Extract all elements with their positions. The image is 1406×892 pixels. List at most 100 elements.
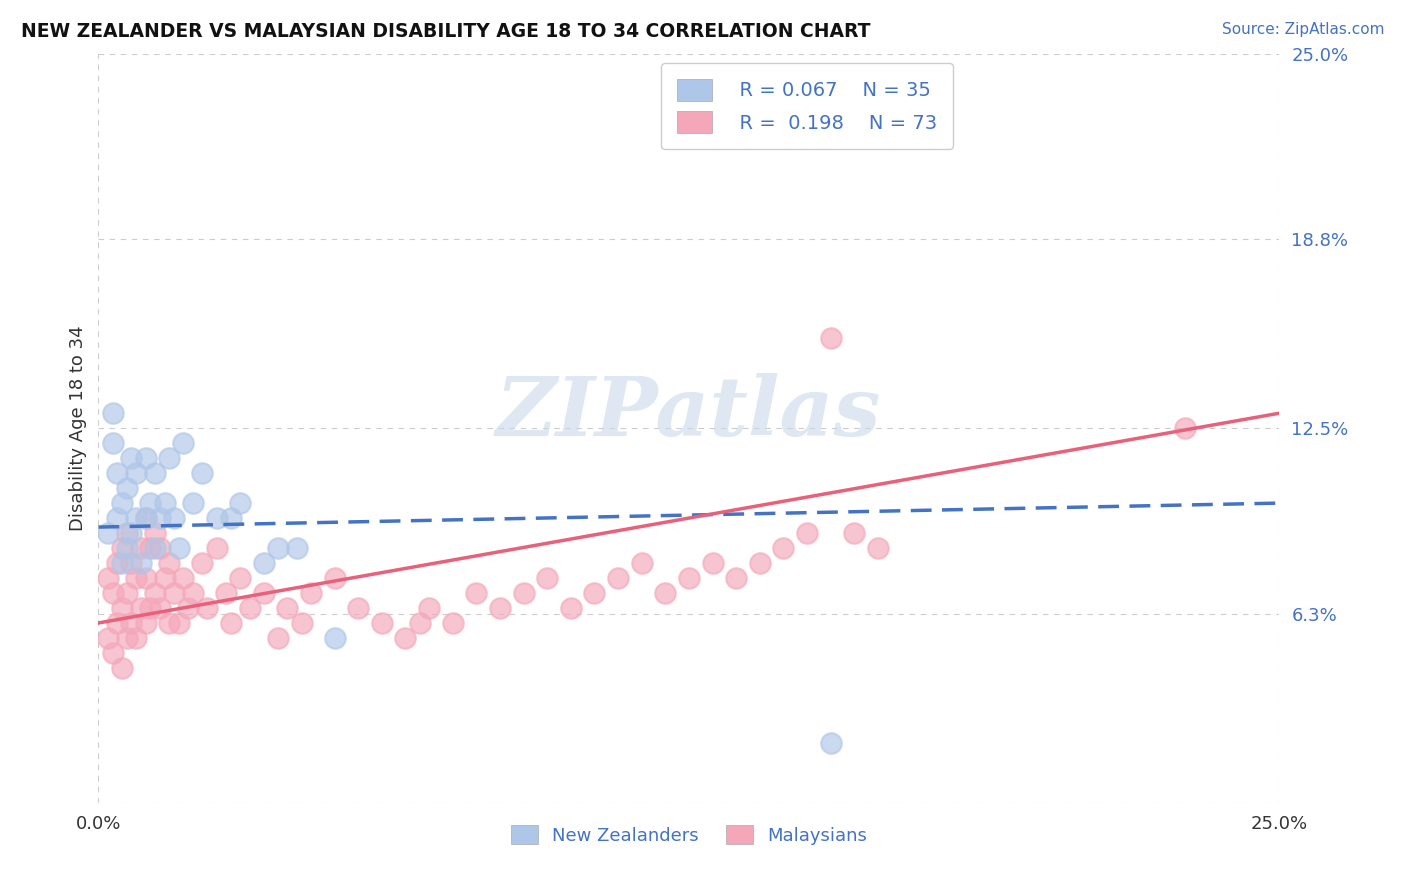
Point <box>143 586 166 600</box>
Point <box>172 436 194 450</box>
Point <box>115 541 138 555</box>
Point <box>441 615 464 630</box>
Point <box>115 481 138 495</box>
Text: NEW ZEALANDER VS MALAYSIAN DISABILITY AGE 18 TO 34 CORRELATION CHART: NEW ZEALANDER VS MALAYSIAN DISABILITY AG… <box>21 22 870 41</box>
Point <box>285 541 308 555</box>
Point <box>205 541 228 555</box>
Point <box>290 615 312 630</box>
Point <box>512 586 534 600</box>
Point <box>299 586 322 600</box>
Point <box>418 601 440 615</box>
Point <box>167 541 190 555</box>
Point <box>489 601 512 615</box>
Point <box>267 541 290 555</box>
Point <box>97 631 120 645</box>
Point <box>219 615 242 630</box>
Point <box>139 541 162 555</box>
Point <box>394 631 416 645</box>
Point <box>115 526 138 541</box>
Point <box>153 571 176 585</box>
Point <box>149 601 172 615</box>
Legend: New Zealanders, Malaysians: New Zealanders, Malaysians <box>502 816 876 854</box>
Point <box>143 541 166 555</box>
Point <box>215 586 238 600</box>
Text: Source: ZipAtlas.com: Source: ZipAtlas.com <box>1222 22 1385 37</box>
Point <box>111 556 134 570</box>
Point <box>125 571 148 585</box>
Point <box>139 496 162 510</box>
Point <box>347 601 370 615</box>
Point <box>229 496 252 510</box>
Point <box>149 511 172 525</box>
Point <box>101 436 124 450</box>
Point <box>105 511 128 525</box>
Point <box>195 601 218 615</box>
Point <box>844 526 866 541</box>
Point <box>583 586 606 600</box>
Point <box>129 601 152 615</box>
Point <box>630 556 652 570</box>
Point <box>181 496 204 510</box>
Point <box>748 556 770 570</box>
Point <box>121 451 143 466</box>
Point <box>121 615 143 630</box>
Point <box>111 496 134 510</box>
Point <box>323 631 346 645</box>
Point <box>115 586 138 600</box>
Point <box>229 571 252 585</box>
Point <box>125 511 148 525</box>
Point <box>143 466 166 480</box>
Point <box>101 586 124 600</box>
Point <box>796 526 818 541</box>
Point <box>191 556 214 570</box>
Point <box>157 556 180 570</box>
Point <box>149 541 172 555</box>
Point <box>1174 421 1197 435</box>
Point <box>702 556 724 570</box>
Point <box>139 601 162 615</box>
Point <box>772 541 794 555</box>
Point <box>560 601 582 615</box>
Point <box>276 601 298 615</box>
Point <box>163 586 186 600</box>
Point <box>105 556 128 570</box>
Point <box>253 586 276 600</box>
Point <box>866 541 889 555</box>
Point <box>725 571 748 585</box>
Point <box>163 511 186 525</box>
Point <box>323 571 346 585</box>
Point <box>239 601 262 615</box>
Point <box>125 466 148 480</box>
Point <box>536 571 558 585</box>
Point <box>267 631 290 645</box>
Point <box>135 571 157 585</box>
Point <box>135 615 157 630</box>
Point <box>157 451 180 466</box>
Point <box>111 661 134 675</box>
Point <box>135 511 157 525</box>
Point <box>105 466 128 480</box>
Point <box>678 571 700 585</box>
Point <box>111 601 134 615</box>
Text: ZIPatlas: ZIPatlas <box>496 373 882 453</box>
Point <box>101 646 124 660</box>
Point <box>97 571 120 585</box>
Point <box>125 631 148 645</box>
Point <box>465 586 488 600</box>
Point <box>129 541 152 555</box>
Point <box>607 571 630 585</box>
Point <box>129 556 152 570</box>
Point <box>820 736 842 750</box>
Point <box>97 526 120 541</box>
Point <box>135 511 157 525</box>
Point <box>121 526 143 541</box>
Point <box>101 406 124 420</box>
Point <box>121 556 143 570</box>
Point <box>172 571 194 585</box>
Point <box>181 586 204 600</box>
Point <box>191 466 214 480</box>
Point <box>153 496 176 510</box>
Point <box>105 615 128 630</box>
Point <box>157 615 180 630</box>
Point <box>820 331 842 345</box>
